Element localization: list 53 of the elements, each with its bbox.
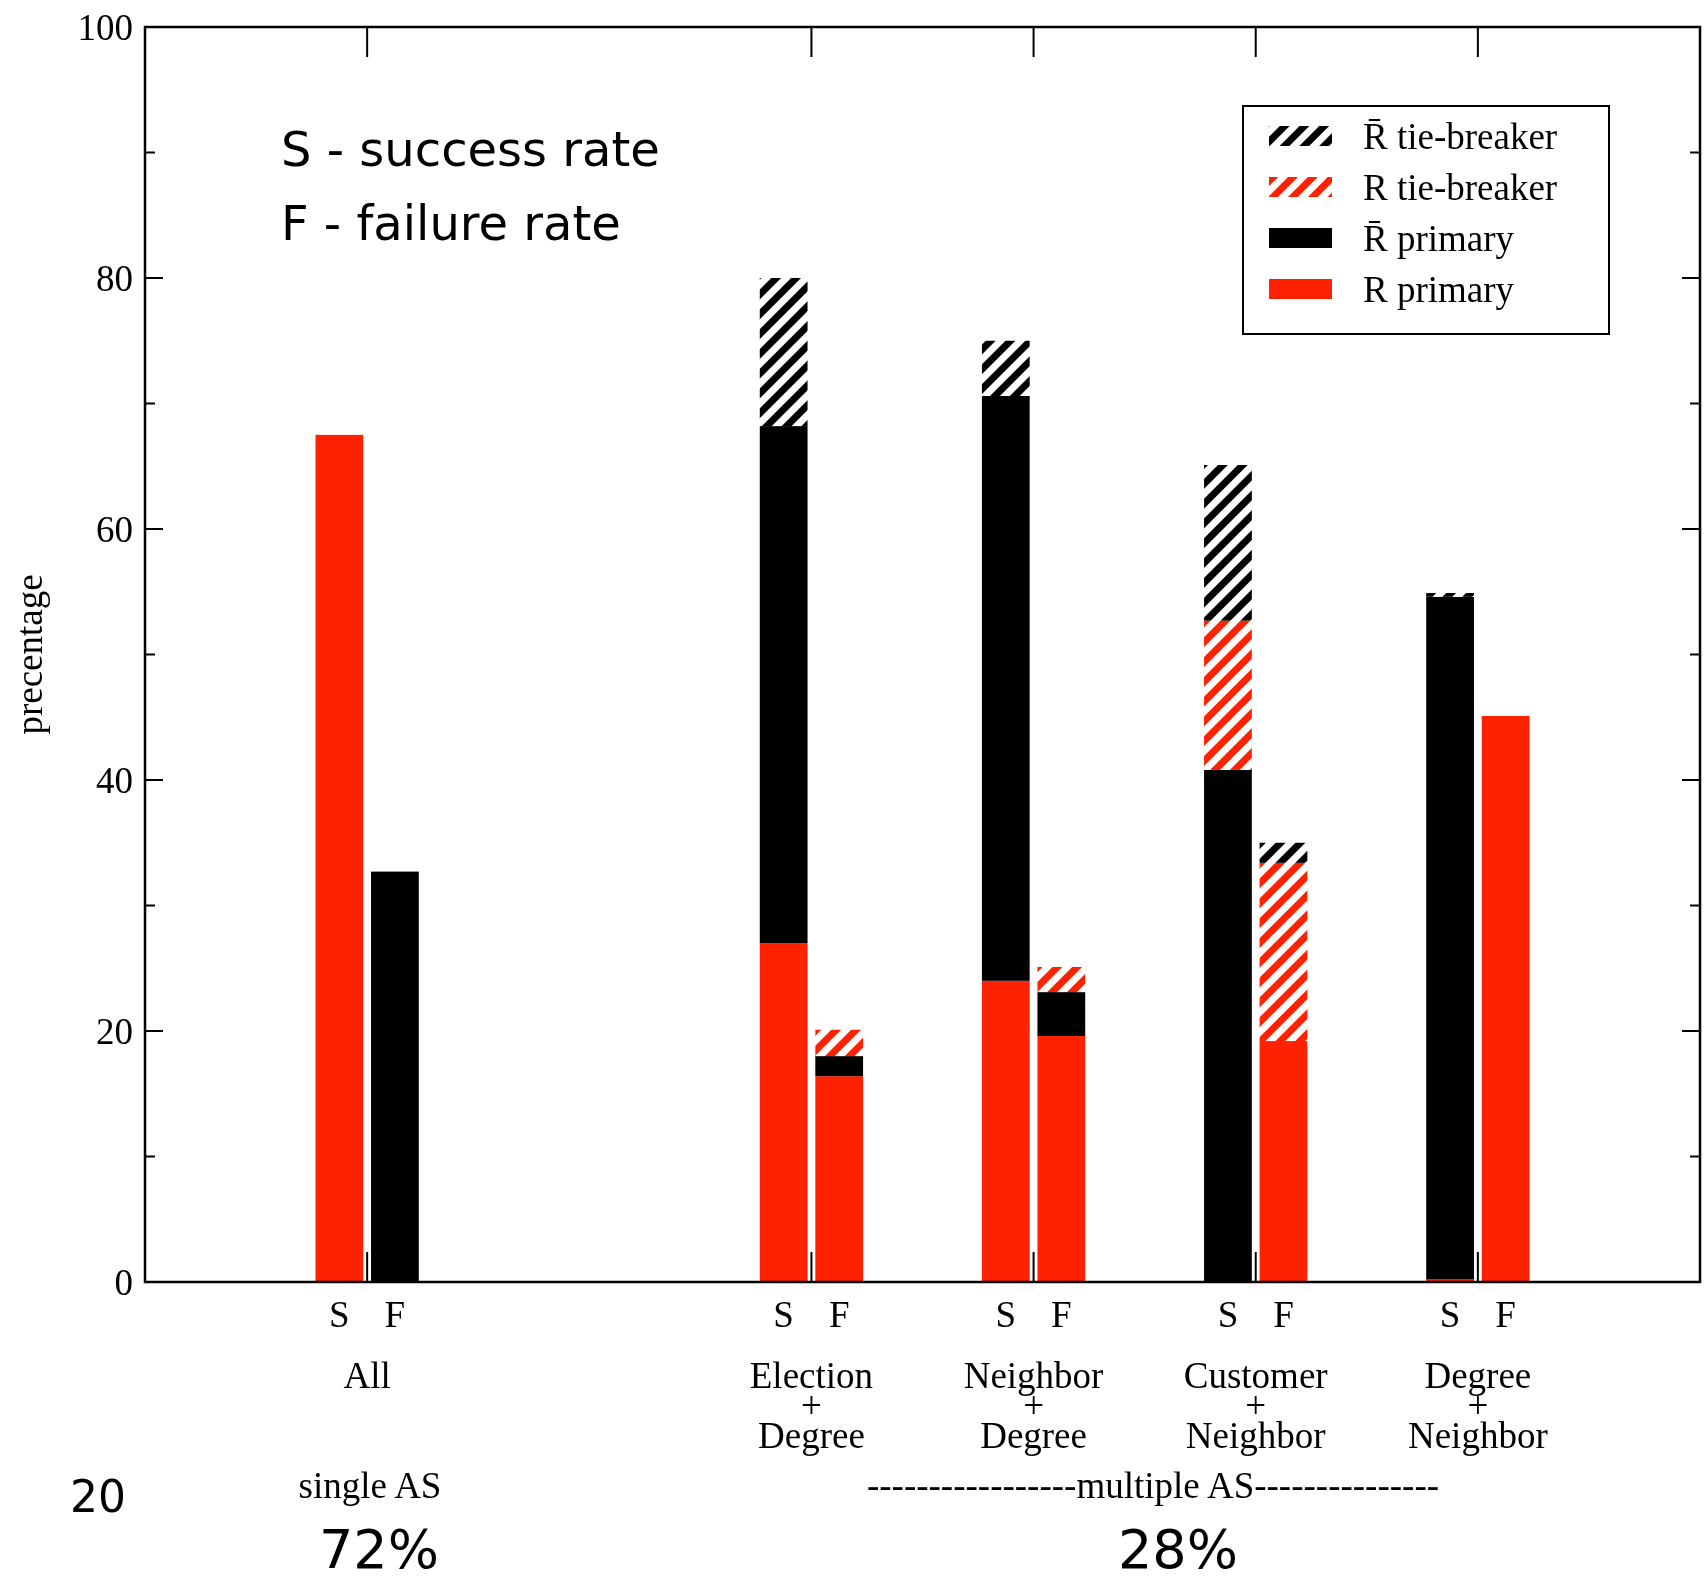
legend-label: R̄ primary (1363, 217, 1515, 259)
bar (315, 434, 364, 1282)
y-tick-label: 20 (96, 1010, 133, 1052)
bar (759, 943, 808, 1282)
legend-label: R primary (1363, 268, 1515, 310)
y-tick-label: 60 (96, 508, 133, 550)
bar (815, 1029, 864, 1057)
y-tick-label: 100 (77, 6, 133, 48)
legend-label: R̄ tie-breaker (1363, 115, 1558, 157)
x-tick-label: F (1051, 1294, 1072, 1335)
text: 28% (1117, 1518, 1239, 1580)
bar (1259, 842, 1308, 863)
bar (1426, 596, 1474, 1280)
y-tick-label: 0 (114, 1261, 133, 1303)
y-tick-label: 40 (96, 759, 133, 801)
text: Customer + Neighbor (1183, 1355, 1328, 1456)
bar (1204, 465, 1252, 621)
y-tick-label: 80 (96, 257, 133, 299)
x-tick-label: F (1495, 1294, 1516, 1335)
text: single AS (298, 1465, 442, 1506)
text: -----------------multiple AS--------------- (866, 1465, 1440, 1506)
annotation: S - success rate (281, 121, 660, 177)
x-tick-label: S (1217, 1294, 1239, 1335)
bar (759, 426, 808, 944)
bar (1426, 593, 1474, 597)
x-tick-label: F (828, 1294, 850, 1335)
bar (815, 1076, 864, 1282)
text: Degree + Neighbor (1407, 1355, 1548, 1456)
x-tick-label: S (329, 1294, 350, 1335)
text: Election + Degree (749, 1355, 874, 1456)
bar (1481, 716, 1530, 1282)
x-tick-label: S (773, 1294, 794, 1335)
bar (815, 1056, 864, 1077)
annotation: F - failure rate (281, 195, 621, 251)
bar (981, 395, 1030, 981)
text: All (343, 1355, 391, 1396)
bar (1259, 862, 1308, 1042)
bar (1037, 967, 1086, 993)
bar (981, 340, 1030, 396)
x-tick-label: F (1273, 1294, 1294, 1335)
x-tick-label: F (384, 1294, 406, 1335)
bar (1259, 1041, 1308, 1282)
legend-label: R tie-breaker (1363, 166, 1558, 208)
text: 72% (318, 1518, 440, 1580)
x-tick-label: S (1439, 1294, 1461, 1335)
bar (759, 278, 808, 427)
bar (1037, 992, 1086, 1037)
bar (981, 980, 1030, 1282)
bar (1204, 620, 1252, 770)
text: Neighbor + Degree (963, 1355, 1104, 1456)
y-axis-title: precentage (9, 574, 50, 735)
x-tick-label: S (995, 1294, 1017, 1335)
bar (1037, 1036, 1086, 1282)
